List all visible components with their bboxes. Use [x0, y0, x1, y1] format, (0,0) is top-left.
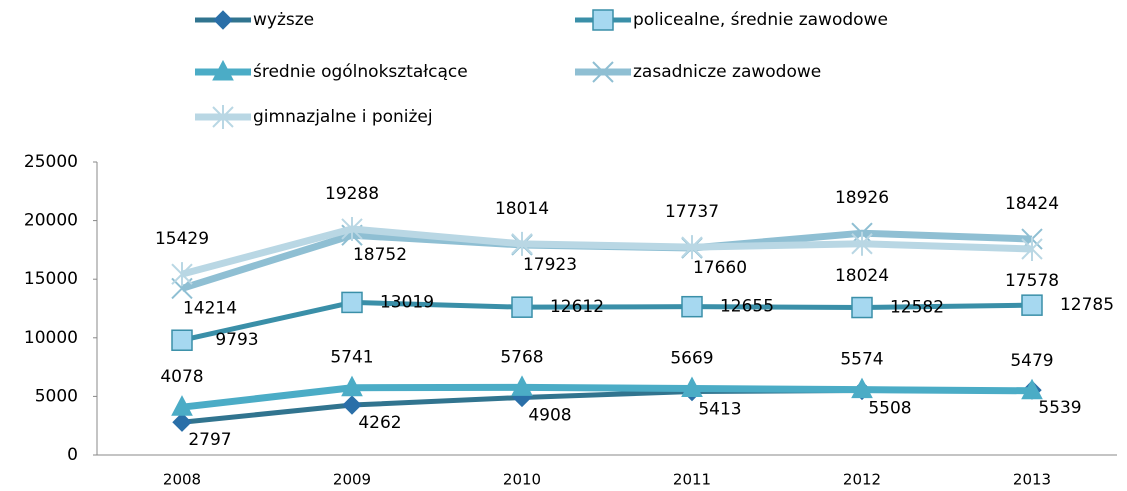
marker — [341, 291, 363, 314]
marker — [851, 377, 873, 399]
y-tick-label: 15000 — [24, 269, 78, 289]
data-label: 17660 — [693, 258, 747, 278]
data-label: 18752 — [353, 245, 407, 265]
data-label: 17737 — [665, 202, 719, 222]
series-line — [181, 383, 1033, 411]
legend-label: średnie ogólnokształcące — [253, 62, 468, 82]
data-label: 12785 — [1060, 295, 1114, 315]
data-label: 14214 — [183, 298, 237, 318]
data-label: 5539 — [1038, 398, 1081, 418]
marker — [171, 329, 193, 351]
marker — [1021, 378, 1043, 400]
marker — [511, 231, 533, 256]
data-label: 18424 — [1005, 194, 1059, 214]
marker — [172, 412, 192, 432]
marker — [851, 231, 873, 256]
marker — [171, 262, 193, 287]
data-label: 5741 — [330, 348, 373, 368]
data-label: 4078 — [160, 367, 203, 387]
y-tick-label: 5000 — [35, 386, 78, 406]
marker — [171, 395, 193, 416]
data-label: 5479 — [1010, 351, 1053, 371]
data-label: 19288 — [325, 184, 379, 204]
legend-label: policealne, średnie zawodowe — [633, 10, 888, 30]
legend-marker — [212, 59, 234, 81]
marker — [342, 395, 362, 415]
y-tick-label: 10000 — [24, 328, 78, 348]
data-label: 17923 — [523, 255, 577, 275]
data-label: 4262 — [358, 413, 401, 433]
marker — [851, 296, 873, 319]
legend-marker — [592, 61, 614, 83]
data-label: 5508 — [868, 398, 911, 418]
data-label: 15429 — [155, 229, 209, 249]
data-label: 13019 — [380, 292, 434, 312]
marker — [341, 216, 363, 241]
data-label: 2797 — [188, 430, 231, 450]
marker — [681, 295, 703, 318]
marker — [681, 235, 703, 260]
x-tick-label: 2008 — [163, 471, 201, 489]
data-label: 18926 — [835, 188, 889, 208]
legend-marker — [212, 105, 234, 129]
x-tick-label: 2013 — [1013, 471, 1051, 489]
marker — [681, 376, 703, 398]
legend-label: gimnazjalne i poniżej — [253, 107, 433, 127]
data-label: 5413 — [698, 400, 741, 420]
data-label: 12612 — [550, 297, 604, 317]
data-label: 4908 — [528, 405, 571, 425]
marker — [341, 375, 363, 397]
x-tick-label: 2009 — [333, 471, 371, 489]
x-tick-label: 2011 — [673, 471, 711, 489]
marker — [1021, 294, 1043, 316]
legend-marker — [592, 9, 614, 31]
data-label: 12655 — [720, 297, 774, 317]
y-tick-label: 0 — [67, 445, 78, 465]
series-line — [181, 299, 1033, 343]
series-line — [181, 225, 1033, 278]
data-label: 5768 — [500, 347, 543, 367]
legend-marker — [213, 10, 233, 30]
data-label: 18024 — [835, 266, 889, 286]
data-label: 18014 — [495, 199, 549, 219]
data-label: 17578 — [1005, 271, 1059, 291]
marker — [511, 296, 533, 318]
marker — [1021, 236, 1043, 261]
data-label: 5669 — [670, 349, 713, 369]
legend-label: zasadnicze zawodowe — [633, 62, 821, 82]
y-tick-label: 25000 — [24, 152, 78, 172]
data-label: 12582 — [890, 298, 944, 318]
marker — [511, 375, 533, 396]
x-tick-label: 2010 — [503, 471, 541, 489]
x-tick-label: 2012 — [843, 471, 881, 489]
data-label: 9793 — [215, 330, 258, 350]
legend-label: wyższe — [253, 10, 314, 30]
y-tick-label: 20000 — [24, 211, 78, 231]
data-label: 5574 — [840, 350, 883, 370]
